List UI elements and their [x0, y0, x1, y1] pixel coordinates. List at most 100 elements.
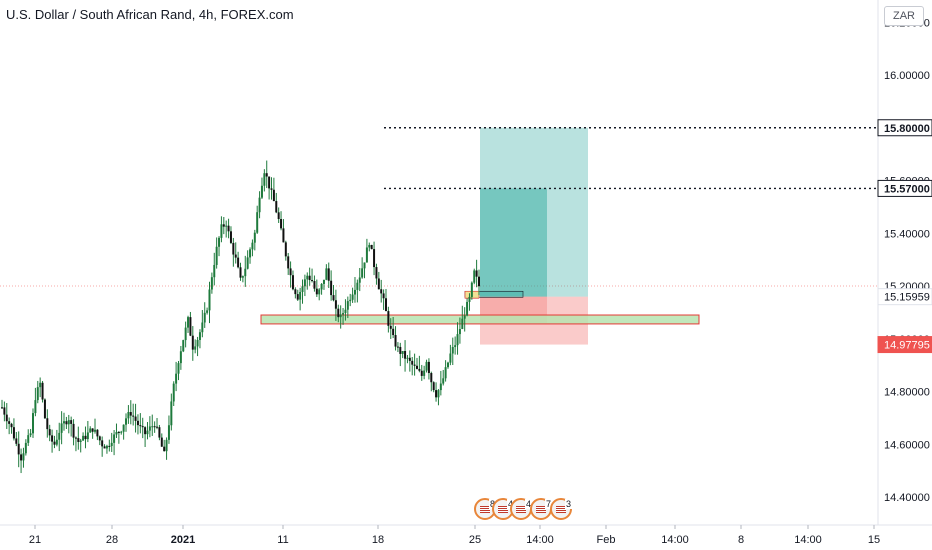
candle[interactable]: [365, 238, 368, 263]
currency-badge[interactable]: ZAR: [884, 6, 924, 26]
candle[interactable]: [91, 428, 94, 439]
candle[interactable]: [313, 275, 316, 292]
candle[interactable]: [170, 393, 173, 431]
candle[interactable]: [79, 438, 82, 453]
candle[interactable]: [282, 219, 285, 243]
candle[interactable]: [454, 336, 457, 355]
candle[interactable]: [473, 268, 476, 285]
candle[interactable]: [153, 421, 156, 433]
candle[interactable]: [48, 424, 51, 442]
candle[interactable]: [210, 272, 213, 294]
candle[interactable]: [351, 287, 354, 303]
candle[interactable]: [406, 355, 409, 364]
candle[interactable]: [144, 426, 147, 448]
candle[interactable]: [432, 381, 435, 393]
candle[interactable]: [36, 380, 39, 404]
candle[interactable]: [478, 269, 480, 296]
candle[interactable]: [384, 288, 387, 312]
candle[interactable]: [420, 364, 423, 381]
candle[interactable]: [139, 413, 142, 434]
candle[interactable]: [213, 252, 216, 286]
candle[interactable]: [134, 403, 137, 433]
candle[interactable]: [127, 405, 130, 424]
candle[interactable]: [287, 252, 290, 275]
candle[interactable]: [427, 358, 430, 380]
candle[interactable]: [3, 401, 6, 422]
event-us-flag-icon[interactable]: 4: [510, 498, 532, 520]
candle[interactable]: [408, 350, 411, 372]
candle[interactable]: [208, 281, 211, 324]
candle[interactable]: [470, 281, 473, 300]
candle[interactable]: [46, 409, 49, 438]
candle[interactable]: [370, 244, 373, 250]
candle[interactable]: [387, 306, 390, 333]
candle[interactable]: [136, 414, 139, 435]
candle[interactable]: [394, 326, 397, 351]
candle[interactable]: [141, 417, 144, 439]
candle[interactable]: [444, 360, 447, 382]
candle[interactable]: [225, 220, 228, 238]
candle[interactable]: [249, 247, 252, 264]
candle[interactable]: [258, 191, 261, 219]
candle[interactable]: [110, 432, 113, 452]
candle[interactable]: [253, 229, 256, 251]
candle[interactable]: [189, 311, 192, 337]
candle[interactable]: [67, 414, 70, 434]
candle[interactable]: [206, 307, 209, 315]
candle[interactable]: [256, 205, 259, 234]
candle[interactable]: [146, 422, 149, 440]
candle[interactable]: [74, 436, 77, 452]
candle[interactable]: [337, 304, 340, 323]
candle[interactable]: [156, 418, 159, 430]
candle[interactable]: [163, 439, 166, 452]
candle[interactable]: [446, 361, 449, 369]
candle[interactable]: [380, 279, 383, 303]
candle[interactable]: [418, 355, 421, 373]
candle[interactable]: [442, 369, 445, 386]
candle[interactable]: [425, 359, 428, 373]
candle[interactable]: [322, 279, 325, 290]
candle[interactable]: [246, 250, 249, 270]
candle[interactable]: [82, 432, 85, 441]
candle[interactable]: [191, 326, 194, 361]
candle[interactable]: [475, 259, 478, 288]
candle[interactable]: [158, 424, 161, 441]
candle[interactable]: [277, 207, 280, 223]
candle[interactable]: [435, 382, 438, 402]
candle[interactable]: [177, 360, 180, 381]
candle[interactable]: [466, 298, 469, 317]
candle[interactable]: [184, 321, 187, 348]
candle[interactable]: [232, 237, 235, 267]
candle[interactable]: [458, 317, 461, 344]
candle[interactable]: [96, 429, 99, 441]
price-label-line[interactable]: 15.80000: [877, 119, 932, 137]
candle[interactable]: [392, 317, 395, 339]
candle[interactable]: [451, 337, 454, 365]
candle[interactable]: [98, 435, 101, 446]
candle[interactable]: [72, 419, 75, 446]
candle[interactable]: [29, 428, 32, 438]
candle[interactable]: [22, 447, 25, 468]
candle[interactable]: [275, 192, 278, 214]
candle[interactable]: [15, 432, 18, 447]
candle[interactable]: [361, 257, 364, 279]
price-label-line[interactable]: 15.57000: [877, 179, 932, 197]
candle[interactable]: [411, 356, 414, 376]
candle[interactable]: [60, 411, 63, 445]
candle[interactable]: [415, 357, 418, 370]
candle[interactable]: [356, 279, 359, 303]
position-target-zone[interactable]: [480, 127, 588, 297]
candle[interactable]: [125, 413, 128, 432]
candle[interactable]: [203, 302, 206, 328]
candle[interactable]: [70, 416, 73, 437]
candle[interactable]: [43, 398, 46, 419]
candle[interactable]: [401, 350, 404, 359]
event-us-flag-icon[interactable]: 3: [550, 498, 572, 520]
candle[interactable]: [396, 342, 399, 353]
candle[interactable]: [301, 279, 304, 304]
candle[interactable]: [94, 418, 97, 434]
candle[interactable]: [122, 424, 125, 440]
price-label-stop[interactable]: 14.97795: [877, 336, 932, 354]
event-us-flag-icon[interactable]: 7: [530, 498, 552, 520]
candle[interactable]: [241, 275, 244, 283]
